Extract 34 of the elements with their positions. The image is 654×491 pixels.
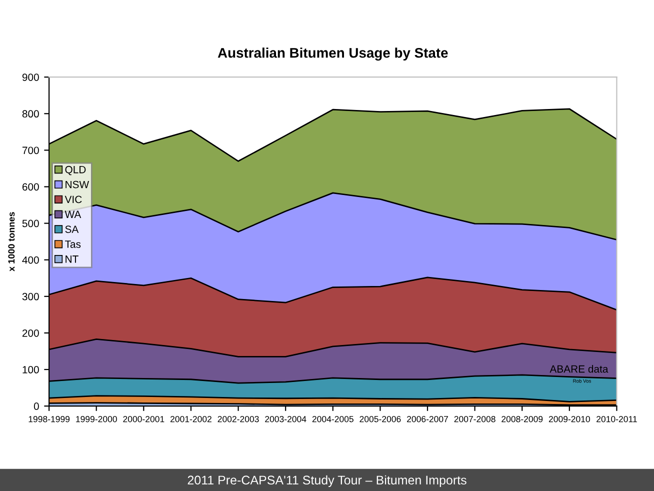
- y-tick-label: 100: [22, 366, 39, 374]
- x-tick-label: 2009-2010: [548, 416, 590, 422]
- y-tick-label: 400: [22, 256, 39, 264]
- legend-label: WA: [64, 210, 82, 218]
- x-tick-label: 2004-2005: [312, 416, 354, 422]
- legend-label: VIC: [64, 196, 82, 204]
- annotation: ABARE data: [550, 365, 608, 373]
- x-tick-label: 1998-1999: [28, 416, 70, 422]
- y-tick-label: 700: [22, 146, 39, 154]
- legend-label: NT: [66, 256, 78, 263]
- legend-label: Tas: [65, 240, 81, 248]
- x-tick-label: 2002-2003: [218, 416, 259, 422]
- x-tick-label: 2008-2009: [502, 416, 543, 422]
- x-tick-label: 1999-2000: [76, 416, 117, 422]
- chart-title: Australian Bitumen Usage by State: [218, 48, 448, 61]
- x-tick-label: 2007-2008: [454, 416, 496, 422]
- y-tick-label: 200: [22, 329, 39, 337]
- y-tick-label: 500: [22, 220, 39, 228]
- legend-label: QLD: [65, 166, 86, 176]
- x-tick-label: 2006-2007: [407, 416, 448, 422]
- x-tick-label: 2001-2002: [170, 416, 212, 422]
- y-axis-title: x 1000 tonnes: [8, 212, 15, 272]
- y-tick-label: 300: [22, 292, 39, 300]
- y-tick-label: 0: [34, 402, 39, 410]
- x-tick-label: 2000-2001: [123, 416, 164, 422]
- y-tick-label: 600: [22, 183, 39, 191]
- x-tick-label: 2010-2011: [596, 416, 637, 422]
- x-tick-label: 2005-2006: [360, 416, 401, 422]
- x-tick-label: 2003-2004: [265, 416, 306, 422]
- legend-label: SA: [65, 226, 79, 233]
- text: 2011 Pre-CAPSA'11 Study Tour – Bitumen Imports: [188, 475, 466, 488]
- y-tick-label: 800: [22, 110, 39, 118]
- y-tick-label: 900: [22, 74, 39, 81]
- legend-label: NSW: [66, 180, 90, 188]
